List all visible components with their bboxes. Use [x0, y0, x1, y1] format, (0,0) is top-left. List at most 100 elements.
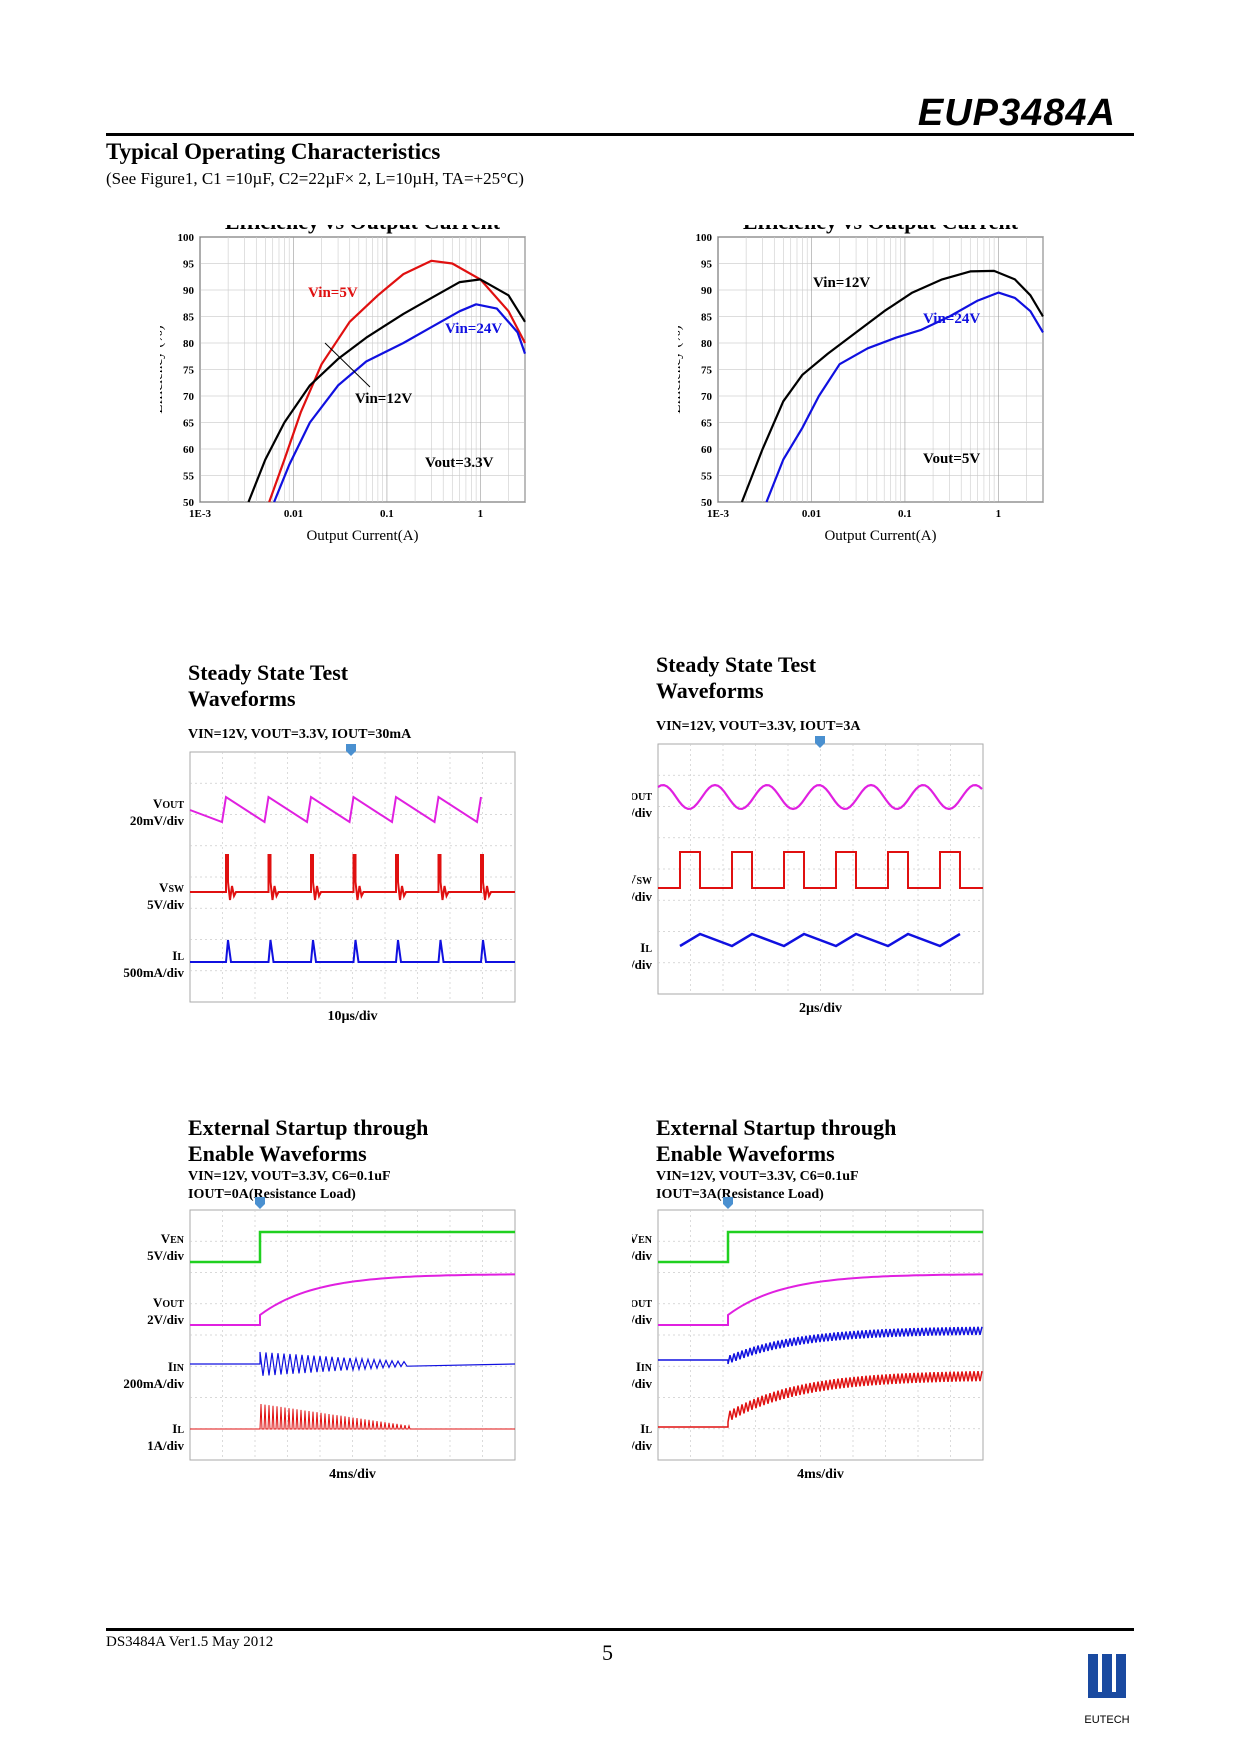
- channel-name: IL: [640, 940, 652, 955]
- waveform-title: External Startup through: [656, 1115, 896, 1140]
- trigger-marker-icon: [255, 1197, 265, 1209]
- y-tick-label: 90: [701, 285, 713, 297]
- x-axis-label: Output Current(A): [824, 528, 936, 544]
- series-label: Vin=24V: [445, 321, 502, 337]
- waveform-title: Steady State Test: [188, 660, 349, 685]
- channel-name: IL: [172, 948, 184, 963]
- channel-scale: 20mV/div: [632, 805, 652, 820]
- y-tick-label: 80: [701, 338, 713, 350]
- waveform-title: External Startup through: [188, 1115, 428, 1140]
- x-axis-label: Output Current(A): [306, 528, 418, 544]
- y-tick-label: 75: [183, 365, 195, 377]
- y-tick-label: 55: [183, 471, 195, 483]
- part-number: EUP3484A: [918, 92, 1116, 135]
- channel-scale: 2A/div: [632, 1438, 652, 1453]
- chart-title: Efficiency vs Output Current: [743, 225, 1019, 234]
- channel-scale: 2V/div: [632, 1312, 652, 1327]
- y-tick-label: 85: [183, 312, 195, 324]
- x-tick-label: 1: [478, 508, 484, 520]
- channel-scale: 2A/div: [632, 957, 652, 972]
- steady-state-waveform-3a: Steady State TestWaveforms VIN=12V, VOUT=…: [632, 652, 1152, 1072]
- channel-scale: 500mA/div: [123, 965, 184, 980]
- y-tick-label: 70: [183, 391, 195, 403]
- timescale-label: 2µs/div: [799, 1001, 842, 1016]
- channel-name: VEN: [161, 1231, 185, 1246]
- waveform-title-2: Waveforms: [656, 678, 764, 703]
- x-tick-label: 1E-3: [707, 508, 730, 520]
- channel-name: VSW: [159, 880, 184, 895]
- waveform-title: Steady State Test: [656, 652, 817, 677]
- test-conditions: (See Figure1, C1 =10µF, C2=22µF× 2, L=10…: [106, 169, 524, 189]
- y-tick-label: 60: [183, 444, 195, 456]
- waveform-title-2: Enable Waveforms: [188, 1141, 367, 1166]
- y-tick-label: 65: [701, 418, 713, 430]
- y-axis-label: Efficiency (%): [160, 325, 166, 413]
- waveform-conditions: VIN=12V, VOUT=3.3V, C6=0.1uF: [188, 1169, 391, 1184]
- channel-scale: 2V/div: [147, 1312, 184, 1327]
- waveform-conditions-load: IOUT=0A(Resistance Load): [188, 1187, 356, 1202]
- efficiency-chart-vout-5v: Efficiency vs Output Current100959085807…: [678, 225, 1118, 615]
- timescale-label: 4ms/div: [329, 1467, 376, 1482]
- channel-scale: 1A/div: [632, 1376, 652, 1391]
- series-label: Vin=5V: [308, 285, 358, 301]
- channel-name: IIN: [636, 1359, 653, 1374]
- waveform-title-2: Waveforms: [188, 686, 296, 711]
- y-tick-label: 90: [183, 285, 195, 297]
- waveform-conditions: VIN=12V, VOUT=3.3V, IOUT=30mA: [188, 727, 412, 742]
- y-tick-label: 100: [178, 232, 195, 244]
- timescale-label: 4ms/div: [797, 1467, 844, 1482]
- timescale-label: 10µs/div: [327, 1009, 377, 1024]
- efficiency-chart-vout-3v3: Efficiency vs Output Current 100 95 90 85 80 7…: [160, 225, 600, 615]
- channel-name: IL: [640, 1421, 652, 1436]
- logo-text: EUTECH: [1084, 1714, 1130, 1726]
- y-tick-label: 65: [183, 418, 195, 430]
- page-number: 5: [602, 1640, 613, 1666]
- channel-name: VOUT: [153, 1295, 184, 1310]
- vout-annotation: Vout=5V: [923, 451, 980, 467]
- channel-scale: 5V/div: [147, 897, 184, 912]
- channel-scale: 20mV/div: [130, 813, 185, 828]
- trigger-marker-icon: [723, 1197, 733, 1209]
- channel-scale: 10V/div: [632, 889, 652, 904]
- y-tick-label: 75: [701, 365, 713, 377]
- waveform-conditions-load: IOUT=3A(Resistance Load): [656, 1187, 824, 1202]
- waveform-conditions: VIN=12V, VOUT=3.3V, IOUT=3A: [656, 719, 861, 734]
- x-tick-label: 1: [996, 508, 1002, 520]
- waveform-title-2: Enable Waveforms: [656, 1141, 835, 1166]
- x-tick-label: 0.1: [898, 508, 912, 520]
- x-tick-label: 0.1: [380, 508, 394, 520]
- section-title: Typical Operating Characteristics: [106, 139, 440, 165]
- y-tick-label: 55: [701, 471, 713, 483]
- x-tick-label: 0.01: [802, 508, 821, 520]
- footer-rule: [106, 1628, 1134, 1631]
- series-label: Vin=24V: [923, 311, 980, 327]
- channel-name: VOUT: [632, 788, 652, 803]
- y-tick-label: 95: [183, 259, 195, 271]
- channel-scale: 200mA/div: [123, 1376, 184, 1391]
- y-tick-label: 60: [701, 444, 713, 456]
- channel-scale: 5V/div: [632, 1248, 652, 1263]
- y-tick-label: 85: [701, 312, 713, 324]
- channel-scale: 5V/div: [147, 1248, 184, 1263]
- y-tick-label: 80: [183, 338, 195, 350]
- y-axis-label: Efficiency (%): [678, 325, 684, 413]
- y-tick-label: 95: [701, 259, 713, 271]
- series-label: Vin=12V: [355, 391, 412, 407]
- y-tick-label: 70: [701, 391, 713, 403]
- channel-name: IIN: [168, 1359, 185, 1374]
- header-rule: [106, 133, 1134, 136]
- x-tick-label: 0.01: [284, 508, 303, 520]
- channel-scale: 1A/div: [147, 1438, 184, 1453]
- series-label: Vin=12V: [813, 275, 870, 291]
- channel-name: VEN: [632, 1231, 653, 1246]
- eutech-logo: [1084, 1652, 1130, 1712]
- channel-name: VSW: [632, 872, 652, 887]
- channel-name: IL: [172, 1421, 184, 1436]
- channel-name: VOUT: [632, 1295, 652, 1310]
- waveform-conditions: VIN=12V, VOUT=3.3V, C6=0.1uF: [656, 1169, 859, 1184]
- vout-annotation: Vout=3.3V: [425, 455, 494, 471]
- chart-title: Efficiency vs Output Current: [225, 225, 501, 234]
